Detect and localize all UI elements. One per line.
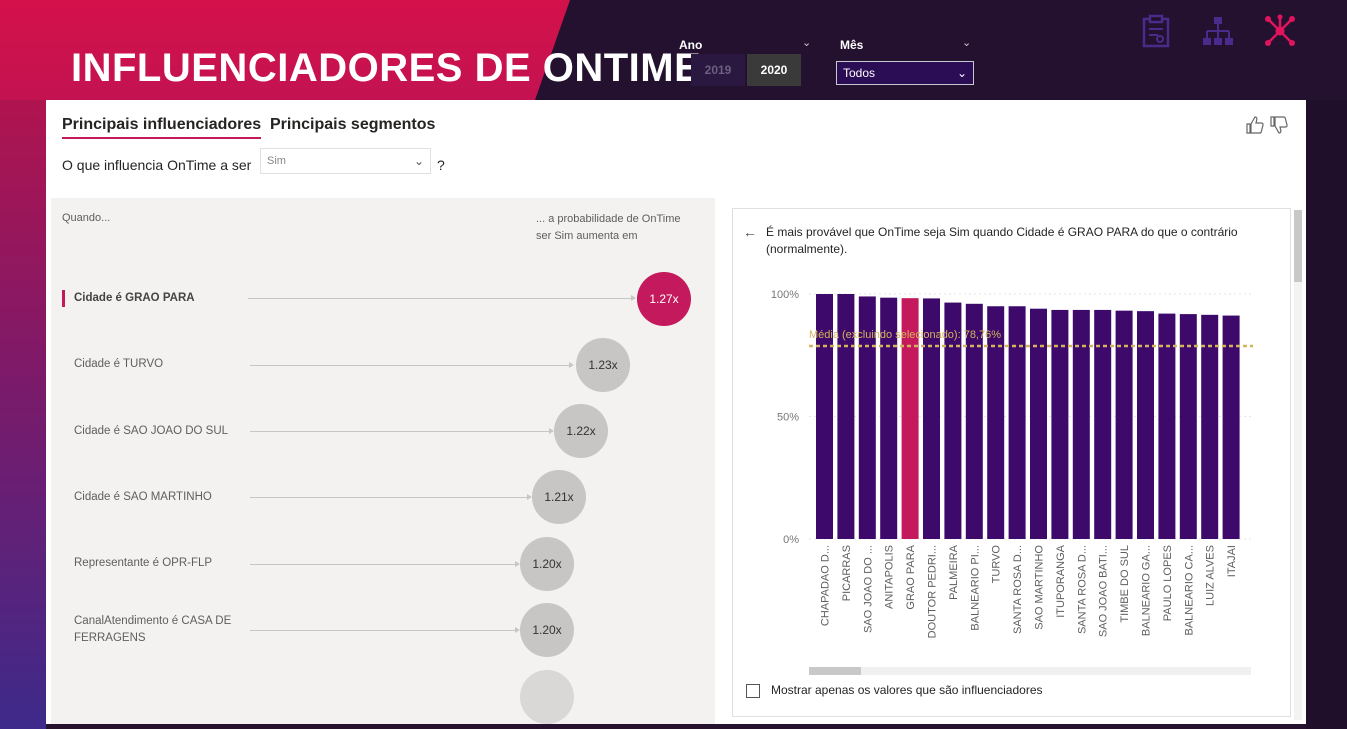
- influencer-row-label[interactable]: Cidade é TURVO: [74, 356, 249, 373]
- hierarchy-icon[interactable]: [1201, 14, 1235, 48]
- page-title: INFLUENCIADORES DE ONTIME: [71, 46, 701, 91]
- influencer-row-label[interactable]: Cidade é GRAO PARA: [74, 290, 249, 307]
- bar[interactable]: [1223, 316, 1240, 539]
- network-icon[interactable]: [1263, 14, 1297, 48]
- thumbs-down-icon[interactable]: [1269, 115, 1289, 135]
- influencer-detail-card: ← É mais provável que OnTime seja Sim qu…: [732, 208, 1291, 717]
- x-tick-label: DOUTOR PEDRI...: [927, 545, 939, 638]
- vertical-scroll-thumb[interactable]: [1294, 210, 1302, 282]
- x-tick-label: SANTA ROSA D...: [1076, 545, 1088, 634]
- tab-principais-segmentos[interactable]: Principais segmentos: [270, 116, 435, 134]
- x-tick-label: TIMBE DO SUL: [1119, 545, 1131, 623]
- influencers-only-checkbox[interactable]: [746, 684, 760, 698]
- influencer-row-label[interactable]: Representante é OPR-FLP: [74, 555, 249, 572]
- bar[interactable]: [1073, 310, 1090, 539]
- y-tick-label: 50%: [777, 412, 799, 424]
- impact-bubble[interactable]: 1.22x: [554, 404, 608, 458]
- bar[interactable]: [1158, 314, 1175, 539]
- impact-bubble[interactable]: 1.20x: [520, 537, 574, 591]
- row-connector: [250, 431, 550, 432]
- ano-chevron-icon[interactable]: ⌄: [802, 36, 811, 49]
- arrow-icon: [569, 362, 574, 368]
- bottom-background: [46, 724, 1306, 729]
- x-tick-label: BALNEARIO CA...: [1183, 545, 1195, 635]
- influencer-row-label[interactable]: Cidade é SAO JOAO DO SUL: [74, 423, 249, 440]
- x-tick-label: SAO MARTINHO: [1034, 545, 1046, 630]
- selected-indicator: [62, 290, 65, 307]
- y-tick-label: 0%: [783, 534, 799, 546]
- bar-chart: 0% 50% 100% CHAPADAO D... PICARRAS SAO JOAO D…: [733, 209, 1290, 669]
- x-tick-label: PALMEIRA: [948, 544, 960, 599]
- bar[interactable]: [1180, 314, 1197, 539]
- year-2019-button[interactable]: 2019: [691, 54, 745, 86]
- clipboard-report-icon[interactable]: [1140, 14, 1174, 48]
- y-tick-label: 100%: [771, 289, 799, 301]
- bar[interactable]: [1094, 310, 1111, 539]
- row-connector: [250, 630, 516, 631]
- impact-bubble-partial: [520, 670, 574, 724]
- question-prefix: O que influencia OnTime a ser: [62, 157, 251, 173]
- x-tick-label: BALNEARIO PI...: [969, 545, 981, 631]
- year-2020-button[interactable]: 2020: [747, 54, 801, 86]
- horizontal-scrollbar[interactable]: [809, 667, 1251, 675]
- bar[interactable]: [1051, 310, 1068, 539]
- influencer-row-label[interactable]: CanalAtendimento é CASA DE FERRAGENS: [74, 613, 249, 647]
- impact-bubble[interactable]: 1.27x: [637, 272, 691, 326]
- chevron-down-icon: ⌄: [414, 149, 424, 173]
- checkbox-label: Mostrar apenas os valores que são influe…: [771, 683, 1043, 697]
- ano-label: Ano: [679, 38, 702, 52]
- x-tick-label: ITAJAI: [1226, 545, 1238, 577]
- key-influencers-visual: Principais influenciadores Principais se…: [46, 100, 1306, 724]
- x-tick-label: SANTA ROSA D...: [1012, 545, 1024, 634]
- row-connector: [250, 497, 528, 498]
- mes-chevron-icon[interactable]: ⌄: [962, 36, 971, 49]
- probability-header: ... a probabilidade de OnTime ser Sim au…: [536, 211, 686, 245]
- side-background: [0, 100, 46, 729]
- target-value: Sim: [267, 155, 286, 167]
- influencer-row-label[interactable]: Cidade é SAO MARTINHO: [74, 489, 249, 506]
- arrow-icon: [631, 295, 636, 301]
- mes-value: Todos: [843, 66, 875, 80]
- mes-dropdown[interactable]: Todos ⌄: [836, 61, 974, 85]
- x-tick-label: SAO JOAO BATI...: [1098, 545, 1110, 637]
- horizontal-scroll-thumb[interactable]: [809, 667, 861, 675]
- row-connector: [250, 564, 516, 565]
- bar[interactable]: [1009, 306, 1026, 539]
- row-connector: [250, 365, 570, 366]
- x-tick-label: PICARRAS: [841, 545, 853, 601]
- target-value-dropdown[interactable]: Sim ⌄: [260, 148, 431, 174]
- average-label: Média (excluindo selecionado): 78,76%: [809, 329, 1001, 341]
- impact-bubble[interactable]: 1.23x: [576, 338, 630, 392]
- tab-principais-influenciadores[interactable]: Principais influenciadores: [62, 116, 261, 139]
- x-tick-label: PAULO LOPES: [1162, 545, 1174, 621]
- when-header: Quando...: [62, 212, 110, 224]
- x-tick-label: GRAO PARA: [905, 544, 917, 609]
- x-tick-label: ITUPORANGA: [1055, 544, 1067, 617]
- x-tick-label: SAO JOAO DO ...: [862, 545, 874, 633]
- impact-bubble[interactable]: 1.20x: [520, 603, 574, 657]
- bar[interactable]: [1201, 315, 1218, 539]
- thumbs-up-icon[interactable]: [1245, 115, 1265, 135]
- question-suffix: ?: [437, 157, 445, 173]
- mes-label: Mês: [840, 38, 863, 52]
- influencers-list: Quando... ... a probabilidade de OnTime …: [51, 198, 715, 724]
- chevron-down-icon: ⌄: [957, 62, 967, 84]
- bar[interactable]: [987, 306, 1004, 539]
- row-connector: [248, 298, 632, 299]
- x-tick-label: LUIZ ALVES: [1205, 545, 1217, 606]
- impact-bubble[interactable]: 1.21x: [532, 470, 586, 524]
- x-tick-label: TURVO: [991, 545, 1003, 584]
- x-tick-label: CHAPADAO D...: [820, 545, 832, 626]
- right-background: [1306, 100, 1347, 729]
- bar[interactable]: [1030, 309, 1047, 539]
- x-tick-label: ANITAPOLIS: [884, 545, 896, 609]
- x-tick-label: BALNEARIO GA...: [1141, 545, 1153, 636]
- vertical-scrollbar[interactable]: [1294, 210, 1302, 720]
